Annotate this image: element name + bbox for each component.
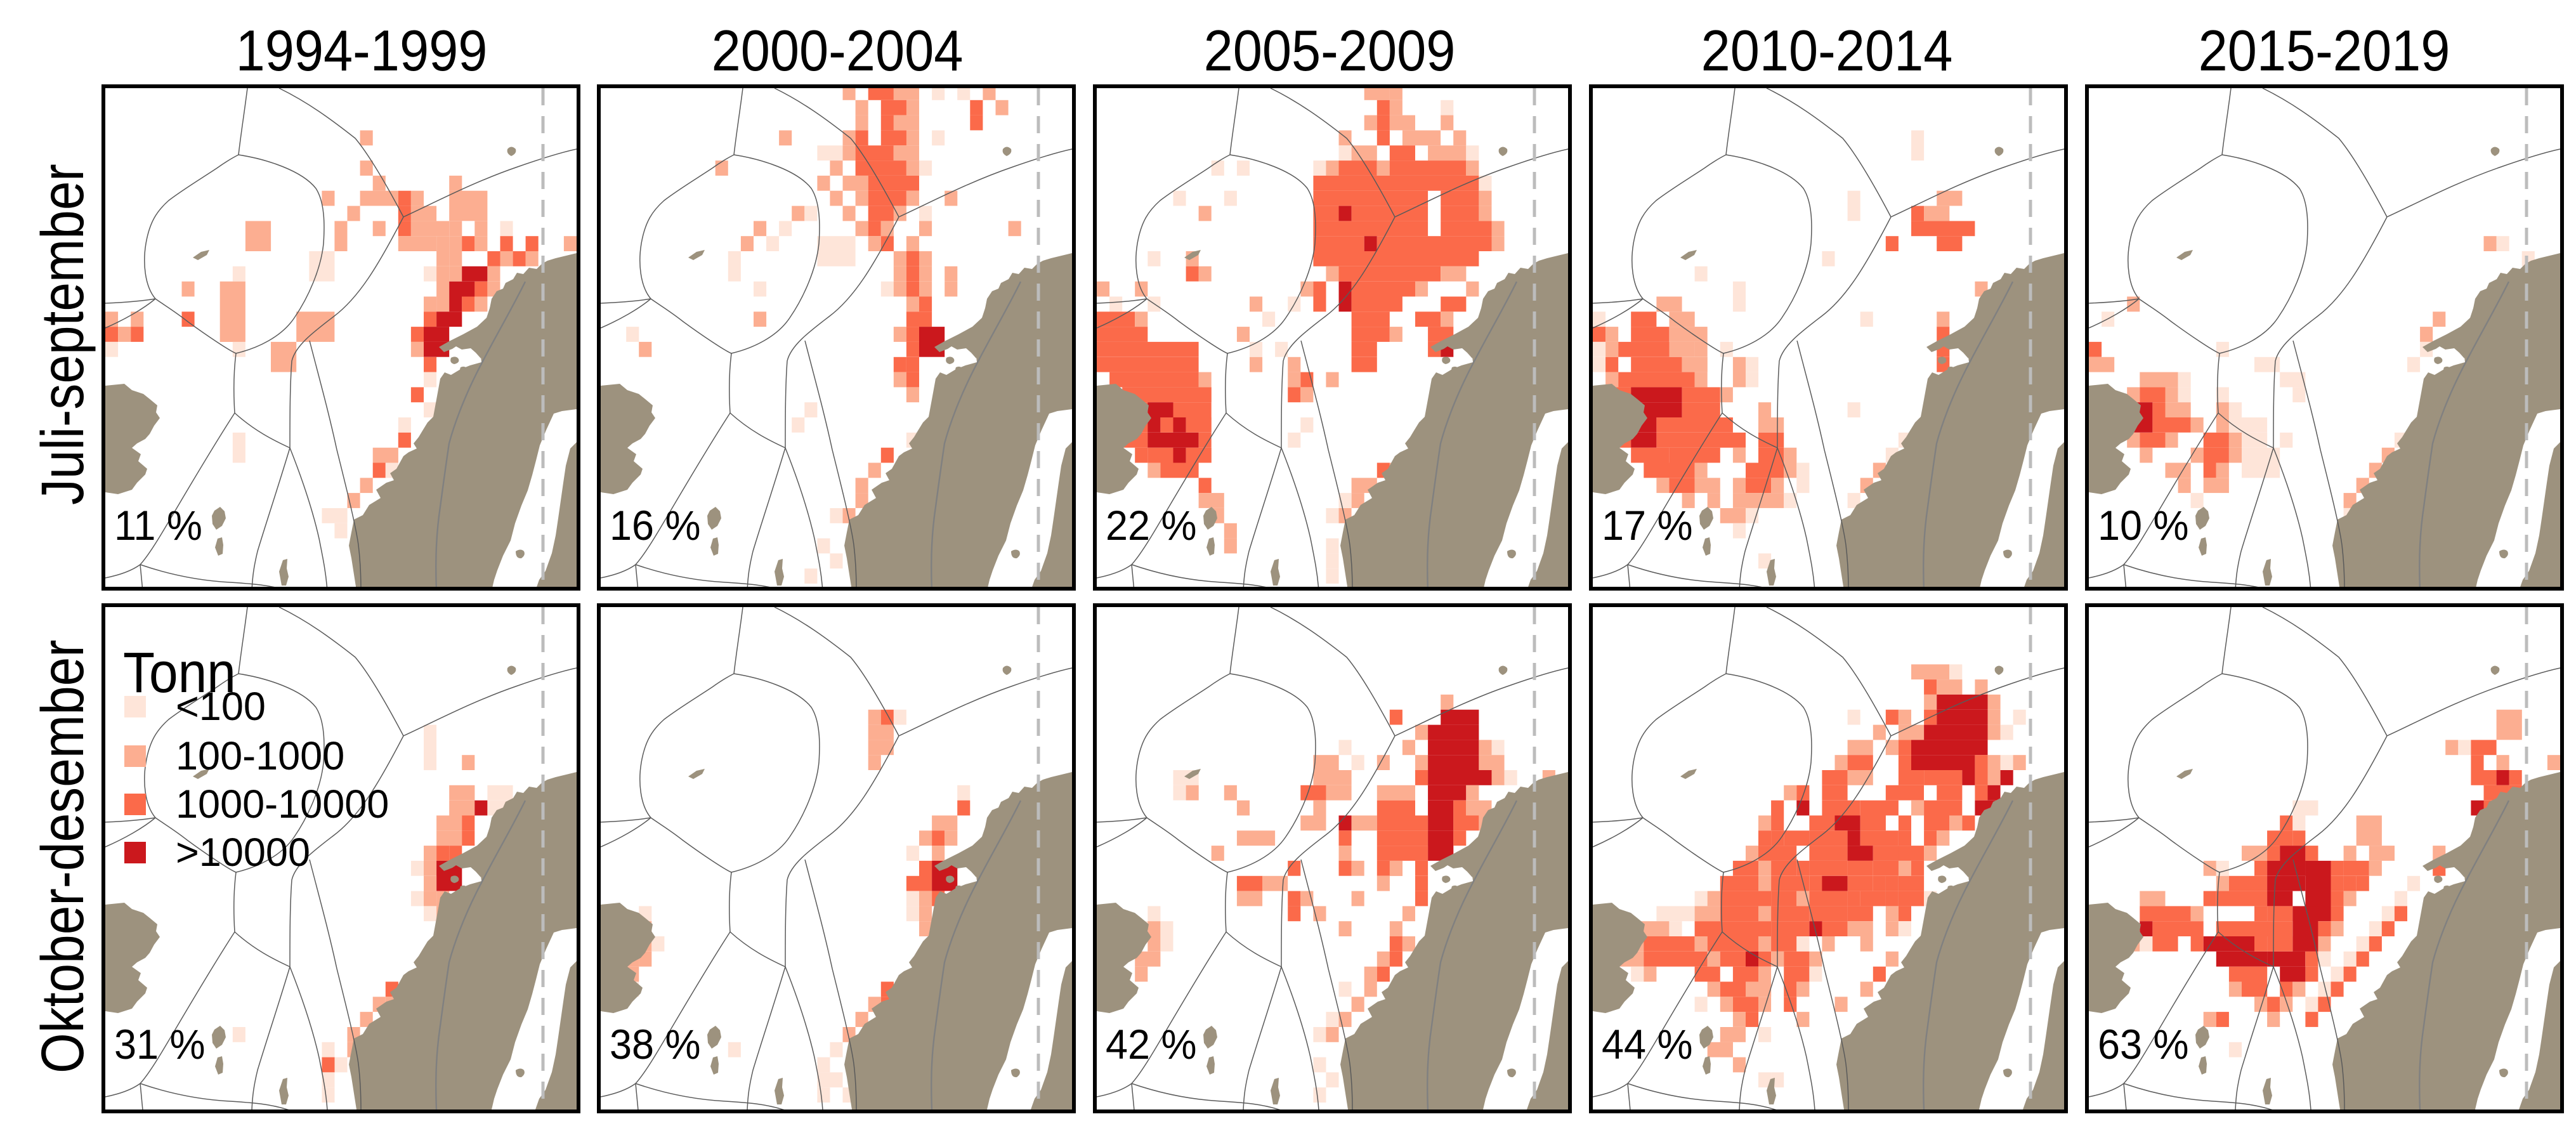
svg-text:10 %: 10 % bbox=[2098, 502, 2189, 549]
svg-text:>10000: >10000 bbox=[176, 830, 310, 875]
svg-text:63 %: 63 % bbox=[2098, 1021, 2189, 1068]
svg-text:11 %: 11 % bbox=[114, 502, 202, 549]
svg-text:16 %: 16 % bbox=[610, 502, 701, 549]
svg-text:1994-1999: 1994-1999 bbox=[236, 18, 488, 83]
svg-text:2010-2014: 2010-2014 bbox=[1701, 18, 1953, 83]
svg-text:17 %: 17 % bbox=[1602, 502, 1693, 549]
svg-text:31 %: 31 % bbox=[114, 1021, 206, 1068]
svg-text:1000-10000: 1000-10000 bbox=[176, 782, 389, 827]
svg-text:2005-2009: 2005-2009 bbox=[1204, 18, 1456, 83]
svg-text:Juli-september: Juli-september bbox=[29, 164, 96, 505]
svg-text:Oktober-desember: Oktober-desember bbox=[29, 639, 96, 1073]
svg-text:2015-2019: 2015-2019 bbox=[2199, 18, 2450, 83]
svg-text:38 %: 38 % bbox=[610, 1021, 701, 1068]
svg-text:22 %: 22 % bbox=[1106, 502, 1197, 549]
svg-text:Tonn: Tonn bbox=[123, 641, 236, 704]
svg-text:<100: <100 bbox=[176, 684, 266, 729]
svg-text:42 %: 42 % bbox=[1106, 1021, 1197, 1068]
svg-text:100-1000: 100-1000 bbox=[176, 734, 344, 778]
svg-text:44 %: 44 % bbox=[1602, 1021, 1693, 1068]
svg-text:2000-2004: 2000-2004 bbox=[712, 18, 964, 83]
